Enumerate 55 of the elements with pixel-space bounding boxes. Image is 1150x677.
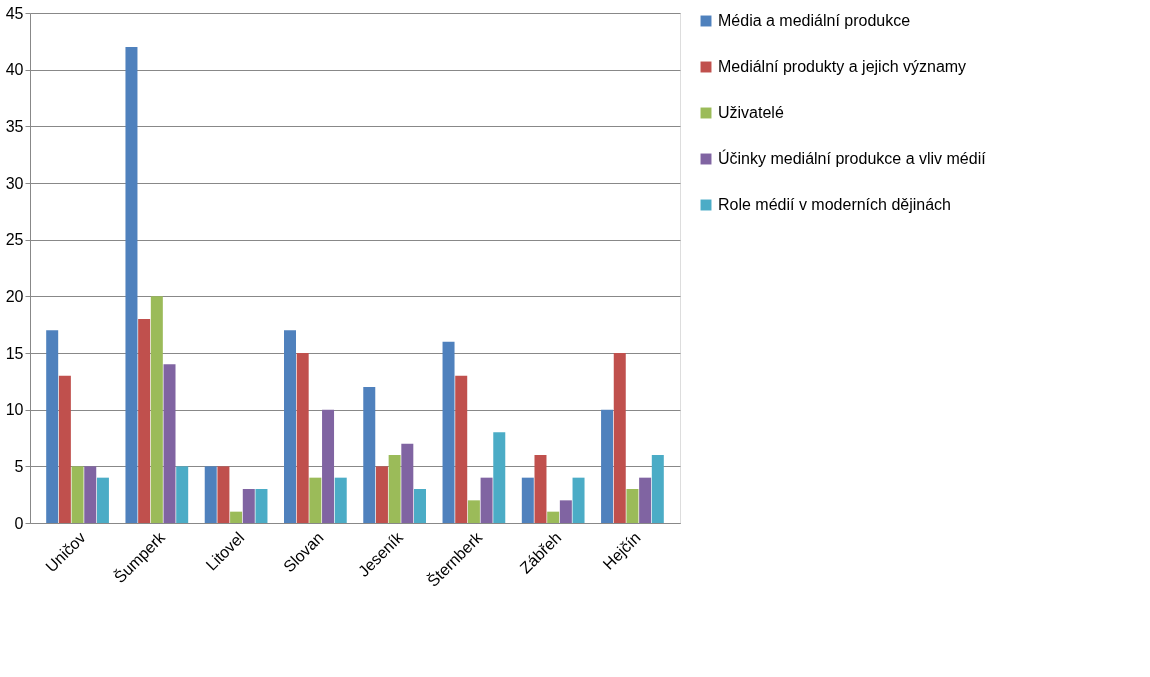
y-tick-label: 10: [5, 401, 24, 419]
bar: [230, 511, 243, 523]
bar: [46, 330, 59, 523]
bar: [334, 477, 347, 523]
y-tick-label: 15: [5, 344, 24, 362]
bar: [547, 511, 560, 523]
bar: [626, 489, 639, 523]
y-tick-label: 25: [5, 231, 24, 249]
bar: [414, 489, 426, 523]
bar: [296, 353, 309, 523]
bar: [363, 387, 376, 523]
bar: [84, 466, 97, 523]
bar: [58, 375, 71, 523]
bar: [401, 443, 414, 523]
bar: [480, 477, 493, 523]
bar: [639, 477, 652, 523]
bar: [71, 466, 84, 523]
legend-label: Uživatelé: [718, 104, 784, 121]
bar: [204, 466, 217, 523]
bar: [467, 500, 480, 523]
y-tick-label: 5: [14, 457, 24, 475]
y-tick-label: 35: [5, 117, 24, 135]
bar: [572, 477, 585, 523]
bar: [493, 432, 506, 523]
bar: [284, 330, 296, 523]
bar: [601, 409, 614, 523]
legend-label: Účinky mediální produkce a vliv médií: [718, 149, 987, 167]
legend-label: Mediální produkty a jejich významy: [718, 58, 967, 75]
legend-label: Role médií v moderních dějinách: [718, 196, 952, 213]
bar: [125, 47, 138, 523]
bar: [309, 477, 322, 523]
bar: [559, 500, 572, 523]
y-tick-label: 45: [5, 4, 24, 22]
bar: [388, 455, 401, 523]
bar: [163, 364, 176, 523]
bar: [375, 466, 388, 523]
legend-label: Média a mediální produkce: [718, 12, 911, 29]
bar: [651, 455, 664, 523]
y-tick-label: 40: [5, 61, 24, 79]
bar: [176, 466, 189, 523]
bar: [96, 477, 109, 523]
y-tick-label: 30: [5, 174, 24, 192]
bar: [255, 489, 268, 523]
bar: [534, 455, 547, 523]
bar: [217, 466, 230, 523]
bar: [150, 296, 163, 523]
bar: [138, 319, 151, 523]
bar: [322, 409, 335, 523]
bar: [442, 341, 455, 523]
y-tick-label: 0: [14, 514, 24, 532]
bar: [613, 353, 626, 523]
bar: [455, 375, 468, 523]
bar: [242, 489, 255, 523]
bar: [521, 477, 534, 523]
y-tick-label: 20: [5, 287, 24, 305]
